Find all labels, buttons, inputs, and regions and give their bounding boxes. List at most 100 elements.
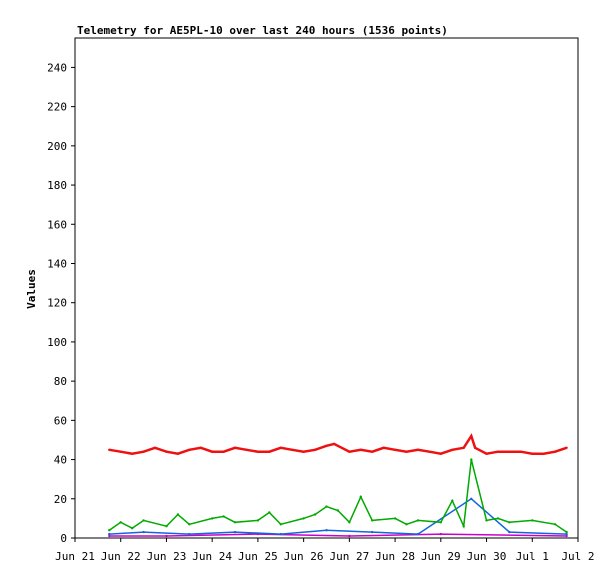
series-0-point bbox=[108, 448, 111, 451]
series-2-point bbox=[371, 530, 374, 534]
series-1-point bbox=[325, 505, 328, 508]
series-1-point bbox=[405, 523, 408, 526]
series-1-point bbox=[165, 525, 168, 528]
series-1-point bbox=[313, 513, 317, 516]
series-1-point bbox=[279, 523, 282, 526]
series-0-point bbox=[313, 448, 317, 451]
series-2-point bbox=[565, 532, 568, 536]
x-tick-label: Jun 30 bbox=[467, 550, 507, 563]
series-0-point bbox=[428, 450, 431, 453]
series-1-point bbox=[451, 499, 454, 502]
series-0-point bbox=[382, 446, 385, 449]
series-2-point bbox=[279, 532, 282, 536]
x-tick-label: Jun 23 bbox=[147, 550, 187, 563]
x-tick-label: Jun 26 bbox=[284, 550, 324, 563]
series-1-point bbox=[553, 523, 557, 526]
series-1-point bbox=[470, 458, 473, 461]
series-0-point bbox=[439, 452, 442, 455]
series-0-point bbox=[393, 448, 397, 451]
y-tick-label: 120 bbox=[47, 297, 67, 310]
x-axis: Jun 21 Jun 22 Jun 23 Jun 24 Jun 25 Jun 26 Jun … bbox=[55, 538, 595, 563]
series-1-point bbox=[256, 519, 260, 522]
series-1-point bbox=[348, 521, 351, 524]
series-0-point bbox=[268, 450, 271, 453]
y-tick-label: 20 bbox=[54, 493, 67, 506]
chart-title: Telemetry for AE5PL-10 over last 240 hou… bbox=[77, 24, 448, 37]
series-2-point bbox=[470, 497, 473, 500]
series-1-point bbox=[119, 521, 122, 524]
series-1-point bbox=[211, 517, 214, 520]
series-2-point bbox=[108, 532, 111, 536]
series-0-point bbox=[473, 446, 477, 449]
series-1-point bbox=[176, 513, 180, 516]
x-tick-label: Jun 25 bbox=[238, 550, 278, 563]
series-2-point bbox=[416, 532, 420, 536]
y-tick-label: 240 bbox=[47, 61, 67, 74]
series-1-point bbox=[462, 525, 465, 528]
x-tick-label: Jul 1 bbox=[516, 550, 549, 563]
series-0-point bbox=[199, 446, 202, 449]
y-tick-label: 80 bbox=[54, 375, 67, 388]
series-0-point bbox=[371, 450, 374, 453]
series-1-point bbox=[496, 517, 500, 520]
series-0-point bbox=[131, 452, 134, 455]
series-0-point bbox=[142, 450, 145, 453]
series-0-point bbox=[302, 450, 305, 453]
series-0-point bbox=[222, 450, 225, 453]
series-0-point bbox=[188, 448, 191, 451]
y-tick-label: 140 bbox=[47, 257, 67, 270]
series-0-point bbox=[451, 448, 454, 451]
series-0-point bbox=[245, 448, 248, 451]
series-0-point bbox=[485, 452, 488, 455]
series-0-point bbox=[233, 446, 237, 449]
series-1-point bbox=[371, 519, 374, 522]
y-tick-label: 40 bbox=[54, 454, 67, 467]
y-tick-label: 200 bbox=[47, 140, 67, 153]
series-0-point bbox=[165, 450, 168, 453]
series-3-point bbox=[165, 534, 168, 538]
series-1-point bbox=[531, 519, 534, 522]
series-3-point bbox=[439, 532, 442, 536]
y-tick-label: 160 bbox=[47, 218, 67, 231]
series-1-point bbox=[108, 529, 111, 532]
series-1-point bbox=[233, 521, 237, 524]
series-0-point bbox=[405, 450, 408, 453]
series-0-point bbox=[553, 450, 557, 453]
series-1-point bbox=[359, 495, 362, 498]
series-0-point bbox=[211, 450, 214, 453]
x-tick-label: Jun 28 bbox=[375, 550, 415, 563]
x-tick-label: Jun 21 bbox=[55, 550, 95, 563]
series-1-point bbox=[222, 515, 225, 518]
series-1-point bbox=[485, 519, 488, 522]
x-tick-label: Jun 22 bbox=[101, 550, 141, 563]
y-axis: 0 20 40 60 80 100 120 140 160 180 200 220 240 bbox=[47, 61, 75, 545]
series-0-point bbox=[359, 448, 362, 451]
series-0-point bbox=[531, 452, 534, 455]
series-0-point bbox=[332, 442, 336, 446]
series-0-point bbox=[153, 446, 157, 449]
y-tick-label: 100 bbox=[47, 336, 67, 349]
series-0-point bbox=[416, 448, 420, 451]
series-0-point bbox=[176, 452, 180, 455]
series-1-point bbox=[393, 517, 397, 520]
series-1-point bbox=[188, 523, 191, 526]
series-1-point bbox=[416, 519, 420, 522]
series-2-point bbox=[142, 530, 145, 534]
series-0-point bbox=[119, 450, 122, 453]
x-tick-label: Jun 24 bbox=[192, 550, 232, 563]
series-2-point bbox=[508, 530, 511, 534]
series-0-point bbox=[470, 434, 473, 438]
series-1-point bbox=[508, 521, 511, 524]
y-tick-label: 60 bbox=[54, 414, 67, 427]
series-0-point bbox=[291, 448, 294, 451]
series-1-point bbox=[439, 521, 442, 524]
series-3-point bbox=[348, 534, 351, 538]
series-3-point bbox=[108, 534, 111, 538]
series-2-line bbox=[109, 497, 567, 535]
y-tick-label: 220 bbox=[47, 101, 67, 114]
series-1-point bbox=[142, 519, 145, 522]
x-tick-label: Jun 29 bbox=[421, 550, 461, 563]
series-0-point bbox=[256, 450, 260, 453]
y-tick-label: 0 bbox=[60, 532, 67, 545]
